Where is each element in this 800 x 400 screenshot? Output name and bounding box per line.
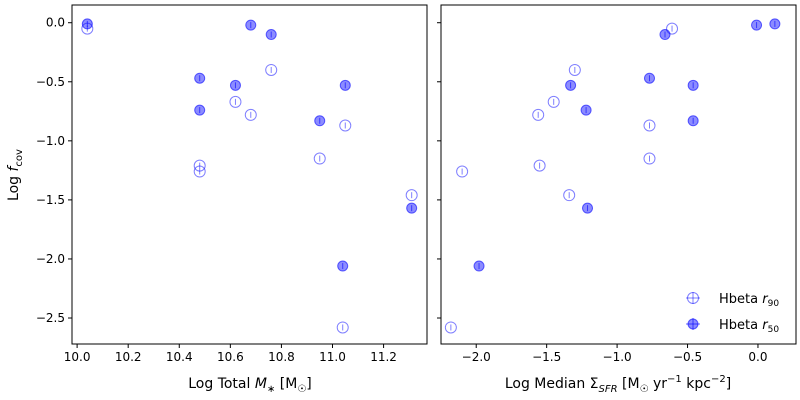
- left-x-axis-label: Log Total M∗ [M☉]: [188, 376, 312, 395]
- data-point-r50: [582, 202, 594, 214]
- data-point-r50: [194, 104, 206, 116]
- data-point-r90: [336, 321, 349, 334]
- x-tick-label: 10.6: [217, 350, 244, 364]
- x-tick-label: −0.5: [673, 350, 702, 364]
- open-marker: [313, 152, 326, 165]
- data-point-r50: [406, 202, 418, 214]
- x-tick-label: 0.0: [748, 350, 767, 364]
- legend: Hbeta r90 Hbeta r50: [686, 292, 779, 335]
- open-marker: [563, 189, 576, 202]
- data-point-r90: [313, 152, 326, 165]
- data-point-r50: [337, 260, 349, 272]
- data-point-r50: [473, 260, 485, 272]
- y-tick-label: −0.5: [36, 75, 65, 89]
- data-point-r90: [339, 119, 352, 132]
- x-tick-label: 10.8: [268, 350, 295, 364]
- data-point-r50: [314, 115, 326, 127]
- x-tick-label: 11.0: [319, 350, 346, 364]
- open-marker: [444, 321, 457, 334]
- open-marker: [547, 95, 560, 108]
- open-marker: [244, 108, 257, 121]
- data-point-r50: [265, 29, 277, 41]
- data-point-r50: [339, 79, 351, 91]
- data-point-r50: [229, 79, 241, 91]
- y-tick-label: −2.0: [36, 252, 65, 266]
- open-marker: [336, 321, 349, 334]
- open-marker: [405, 189, 418, 202]
- legend-entry-r90: Hbeta r90: [686, 292, 779, 309]
- open-marker: [568, 63, 581, 76]
- data-point-r90: [405, 189, 418, 202]
- data-point-r90: [533, 159, 546, 172]
- x-tick-label: 11.2: [370, 350, 397, 364]
- y-tick-label: −1.5: [36, 193, 65, 207]
- data-point-r90: [563, 189, 576, 202]
- data-point-r90: [244, 108, 257, 121]
- data-point-r50: [687, 79, 699, 91]
- x-tick-label: 10.0: [64, 350, 91, 364]
- data-point-r50: [81, 18, 93, 30]
- data-point-r50: [643, 72, 655, 84]
- data-point-r90: [193, 165, 206, 178]
- data-point-r90: [547, 95, 560, 108]
- y-tick-label: 0.0: [46, 16, 65, 30]
- data-point-r90: [265, 63, 278, 76]
- open-marker: [265, 63, 278, 76]
- x-tick-label: −1.5: [532, 350, 561, 364]
- data-point-r90: [229, 95, 242, 108]
- right-x-ticks: −2.0 −1.5 −1.0 −0.5 0.0: [462, 344, 768, 364]
- x-tick-label: −2.0: [462, 350, 491, 364]
- open-marker: [532, 108, 545, 121]
- left-x-ticks: 10.0 10.2 10.4 10.6 10.8 11.0 11.2: [64, 344, 397, 364]
- legend-label-r90: Hbeta r90: [719, 292, 779, 309]
- data-point-r50: [565, 79, 577, 91]
- right-axes-frame: [440, 4, 797, 345]
- data-point-r90: [643, 152, 656, 165]
- open-marker: [643, 119, 656, 132]
- x-tick-label: 10.2: [115, 350, 142, 364]
- x-tick-label: −1.0: [603, 350, 632, 364]
- data-point-r90: [532, 108, 545, 121]
- data-point-r50: [687, 115, 699, 127]
- legend-label-r50: Hbeta r50: [719, 318, 779, 335]
- data-point-r90: [568, 63, 581, 76]
- x-tick-label: 10.4: [166, 350, 193, 364]
- left-axes-frame: [71, 4, 428, 345]
- open-marker: [643, 152, 656, 165]
- legend-entry-r50: Hbeta r50: [686, 318, 779, 335]
- right-x-axis-label: Log Median ΣSFR [M☉ yr−1 kpc−2]: [505, 374, 731, 395]
- open-marker: [229, 95, 242, 108]
- data-point-r50: [751, 19, 763, 31]
- open-marker: [456, 165, 469, 178]
- right-data-points: [444, 18, 781, 334]
- data-point-r50: [769, 18, 781, 30]
- right-panel: −2.0 −1.5 −1.0 −0.5 0.0 Log Median ΣSFR [M☉ …: [437, 4, 797, 395]
- left-data-points: [81, 18, 418, 334]
- right-y-ticks: [437, 22, 441, 319]
- open-marker: [666, 22, 679, 35]
- left-panel: 10.0 10.2 10.4 10.6 10.8 11.0 11.2 0.0 −0.5 −1.0…: [6, 4, 428, 395]
- open-marker: [533, 159, 546, 172]
- data-point-r50: [659, 29, 671, 41]
- data-point-r90: [456, 165, 469, 178]
- y-tick-label: −2.5: [36, 311, 65, 325]
- data-point-r90: [643, 119, 656, 132]
- data-point-r90: [666, 22, 679, 35]
- left-y-ticks: 0.0 −0.5 −1.0 −1.5 −2.0 −2.5: [36, 16, 72, 325]
- open-marker: [193, 165, 206, 178]
- data-point-r90: [444, 321, 457, 334]
- open-marker: [339, 119, 352, 132]
- data-point-r50: [245, 19, 257, 31]
- data-point-r50: [580, 104, 592, 116]
- left-y-axis-label: Log fcov: [6, 149, 25, 201]
- y-tick-label: −1.0: [36, 134, 65, 148]
- data-point-r50: [194, 72, 206, 84]
